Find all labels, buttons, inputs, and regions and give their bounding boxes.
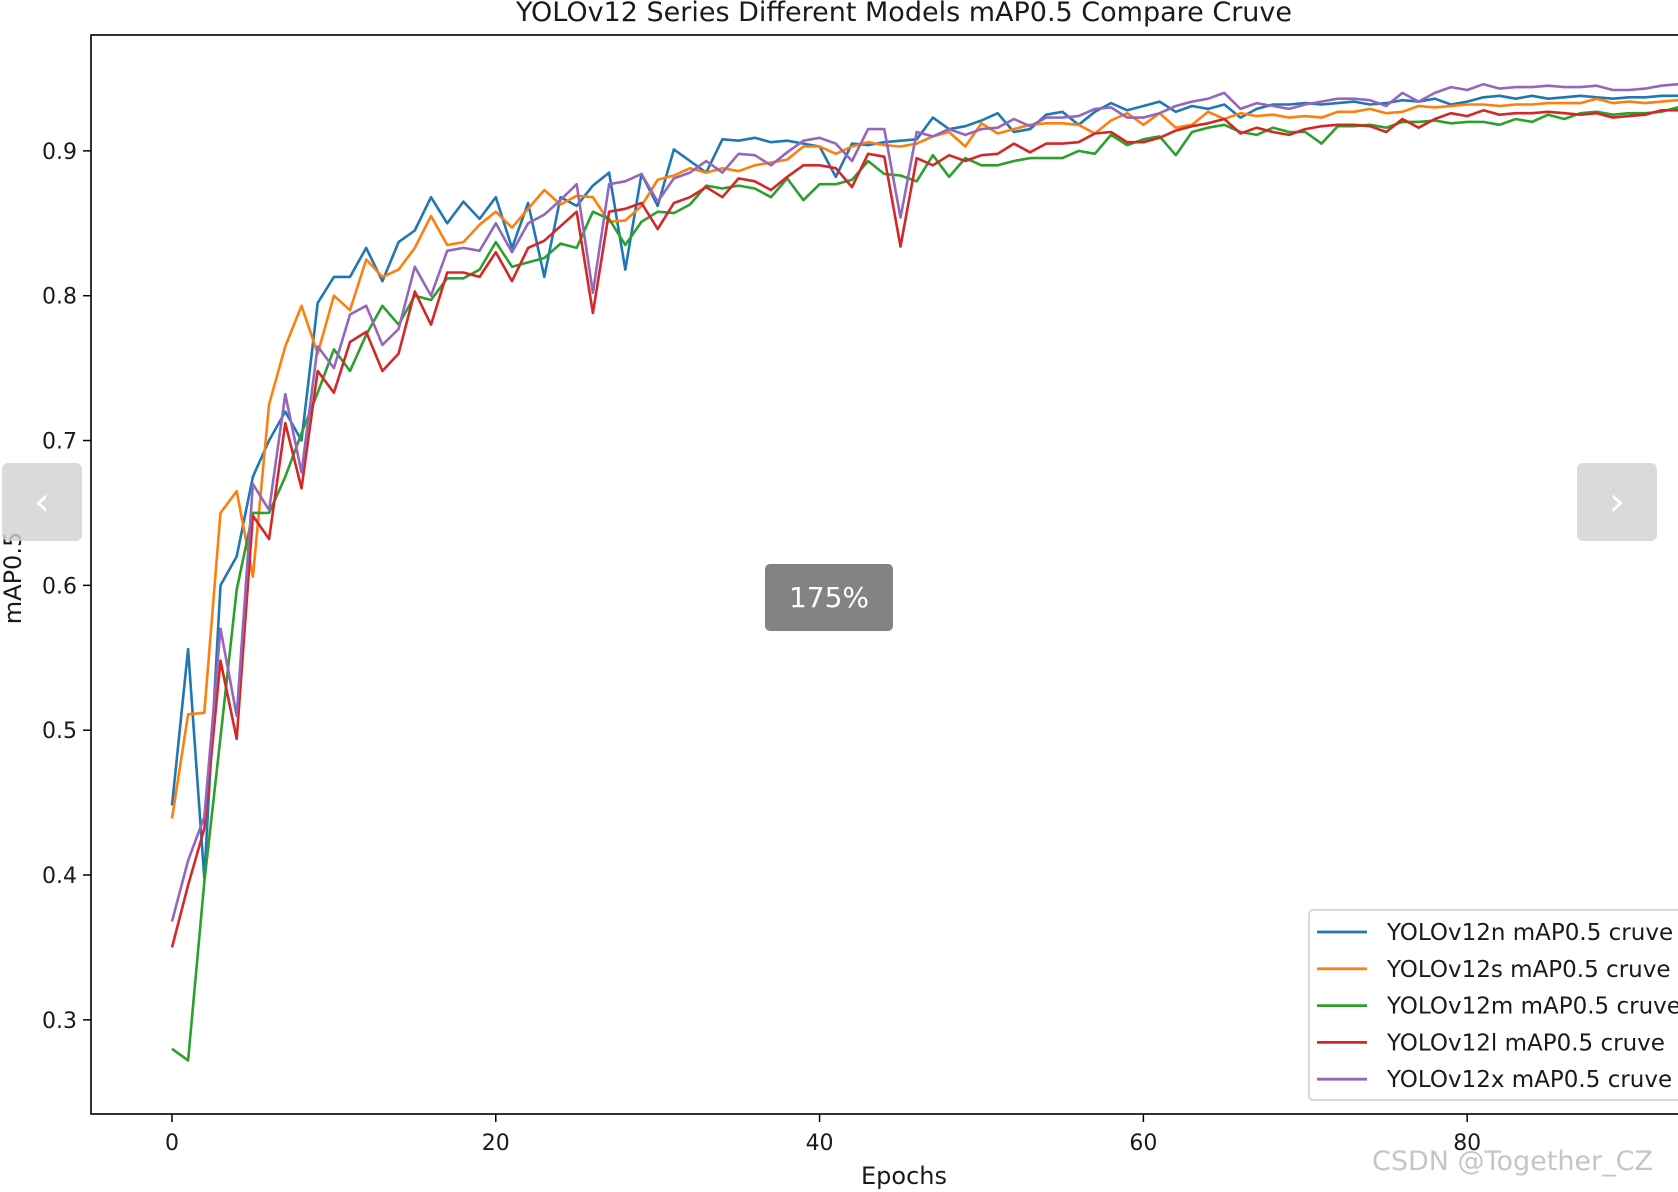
legend-label: YOLOv12x mAP0.5 cruve [1386, 1067, 1672, 1093]
y-tick-label: 0.6 [42, 574, 77, 599]
x-axis-label: Epochs [861, 1162, 947, 1190]
legend-label: YOLOv12s mAP0.5 cruve [1386, 957, 1671, 983]
previous-image-button[interactable]: ‹ [2, 463, 82, 541]
y-tick-label: 0.9 [42, 140, 77, 165]
legend-label: YOLOv12l mAP0.5 cruve [1386, 1030, 1665, 1056]
series-line-5 [170, 82, 1678, 922]
y-tick-label: 0.3 [42, 1009, 77, 1034]
legend-label: YOLOv12m mAP0.5 cruve [1386, 994, 1678, 1020]
series-line-3 [171, 106, 1678, 1062]
x-tick-label: 60 [1129, 1131, 1157, 1156]
chevron-right-icon: › [1609, 479, 1625, 525]
series-line-2 [170, 97, 1678, 819]
series-line-4 [170, 109, 1678, 948]
plot-frame [90, 34, 1678, 1115]
chevron-left-icon: ‹ [34, 479, 50, 525]
y-tick-label: 0.5 [42, 719, 77, 744]
x-tick-label: 40 [806, 1131, 834, 1156]
y-tick-label: 0.8 [42, 285, 77, 310]
y-tick-label: 0.7 [42, 430, 77, 455]
chart-axes: 0204060801000.30.40.50.60.70.80.9 [42, 140, 1481, 1156]
chart-series [170, 82, 1678, 1062]
zoom-level-badge: 175% [765, 564, 893, 631]
x-tick-label: 20 [482, 1131, 510, 1156]
watermark: CSDN @Together_CZ [1372, 1146, 1653, 1177]
x-tick-label: 0 [165, 1131, 179, 1156]
legend-box [1308, 909, 1678, 1101]
legend-label: YOLOv12n mAP0.5 cruve [1386, 920, 1673, 946]
y-tick-label: 0.4 [42, 864, 77, 889]
next-image-button[interactable]: › [1577, 463, 1657, 541]
y-axis-label: mAP0.5 [0, 532, 27, 624]
x-tick-label: 80 [1453, 1131, 1481, 1156]
chart-legend: YOLOv12n mAP0.5 cruve YOLOv12s mAP0.5 cru… [1308, 909, 1678, 1101]
chart-title: YOLOv12 Series Different Models mAP0.5 C… [515, 0, 1292, 28]
series-line-1 [170, 94, 1678, 880]
